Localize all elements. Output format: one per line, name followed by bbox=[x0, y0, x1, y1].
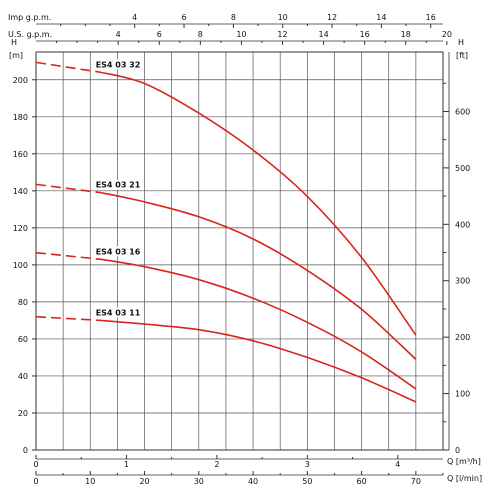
curve-series-4 bbox=[101, 319, 417, 403]
m3h-axis-unit: Q [m³/h] bbox=[447, 457, 481, 466]
us-tick-label: 4 bbox=[116, 30, 121, 39]
y-tick-label-m: 100 bbox=[13, 261, 28, 270]
lpm-tick-label: 0 bbox=[33, 477, 38, 486]
imp-tick-label: 6 bbox=[181, 13, 186, 22]
y-tick-label-m: 80 bbox=[18, 298, 28, 307]
lpm-tick-label: 20 bbox=[139, 477, 149, 486]
y-axis-label-right-top: H bbox=[458, 38, 464, 47]
series-label-bg bbox=[94, 246, 139, 257]
lpm-tick-label: 30 bbox=[194, 477, 204, 486]
us-tick-label: 18 bbox=[401, 30, 411, 39]
us-tick-label: 12 bbox=[277, 30, 287, 39]
y-tick-label-m: 60 bbox=[18, 335, 28, 344]
y-tick-label-m: 160 bbox=[13, 150, 28, 159]
curve-dashed-3 bbox=[35, 251, 102, 261]
us-tick-label: 14 bbox=[318, 30, 328, 39]
y-tick-label-m: 180 bbox=[13, 113, 28, 122]
lpm-tick-label: 10 bbox=[85, 477, 95, 486]
imp-tick-label: 14 bbox=[376, 13, 386, 22]
lpm-tick-label: 40 bbox=[248, 477, 258, 486]
y-tick-label-ft: 300 bbox=[455, 277, 470, 286]
us-axis-unit: U.S. g.p.m. bbox=[8, 30, 52, 39]
curve-series-1 bbox=[100, 71, 417, 336]
y-axis-label-left-top: H bbox=[11, 38, 17, 47]
curve-series-3 bbox=[100, 258, 417, 390]
lpm-axis-unit: Q [l/min] bbox=[447, 474, 482, 483]
y-tick-label-ft: 400 bbox=[455, 220, 470, 229]
y-tick-label-m: 200 bbox=[13, 76, 28, 85]
m3h-tick-label: 3 bbox=[305, 460, 310, 469]
y-tick-label-m: 40 bbox=[18, 372, 28, 381]
y-tick-label-ft: 0 bbox=[455, 446, 460, 455]
y-tick-label-ft: 600 bbox=[455, 107, 470, 116]
curve-dashed-2 bbox=[35, 183, 102, 194]
y-tick-label-m: 0 bbox=[23, 446, 28, 455]
series-label-bg bbox=[94, 59, 139, 70]
grid bbox=[35, 52, 444, 450]
series-label-bg bbox=[94, 307, 139, 318]
lpm-tick-label: 70 bbox=[411, 477, 421, 486]
lpm-tick-label: 60 bbox=[357, 477, 367, 486]
m3h-tick-label: 4 bbox=[395, 460, 400, 469]
labels: ES4 03 32 ES4 03 21 ES4 03 16 ES4 03 11 bbox=[94, 59, 141, 318]
y-tick-label-m: 120 bbox=[13, 224, 28, 233]
y-tick-label-ft: 500 bbox=[455, 164, 470, 173]
curve-dashed-4 bbox=[35, 315, 102, 322]
lpm-tick-label: 50 bbox=[302, 477, 312, 486]
series-label: ES4 03 11 bbox=[96, 308, 141, 317]
imp-tick-label: 12 bbox=[327, 13, 337, 22]
series-label-bg bbox=[94, 179, 139, 190]
m3h-tick-label: 0 bbox=[33, 460, 38, 469]
curves bbox=[35, 61, 417, 403]
y-tick-label-m: 140 bbox=[13, 187, 28, 196]
series-label: ES4 03 32 bbox=[96, 60, 141, 69]
y-axis-label-right-bottom: [ft] bbox=[456, 51, 468, 60]
curve-dashed-1 bbox=[35, 61, 102, 74]
series-label: ES4 03 21 bbox=[96, 181, 141, 190]
imp-axis-unit: Imp g.p.m. bbox=[8, 13, 51, 22]
axes: 020406080100120140160180200H[m]010020030… bbox=[8, 13, 482, 486]
m3h-tick-label: 1 bbox=[124, 460, 129, 469]
us-tick-label: 20 bbox=[442, 30, 452, 39]
m3h-tick-label: 2 bbox=[214, 460, 219, 469]
us-tick-label: 8 bbox=[198, 30, 203, 39]
y-axis-label-left-bottom: [m] bbox=[9, 51, 23, 60]
us-tick-label: 16 bbox=[360, 30, 370, 39]
imp-tick-label: 10 bbox=[278, 13, 288, 22]
plot-frame bbox=[35, 51, 444, 451]
curve-series-2 bbox=[100, 191, 417, 360]
imp-tick-label: 16 bbox=[426, 13, 436, 22]
imp-tick-label: 8 bbox=[231, 13, 236, 22]
imp-tick-label: 4 bbox=[132, 13, 137, 22]
us-tick-label: 6 bbox=[157, 30, 162, 39]
y-tick-label-ft: 100 bbox=[455, 390, 470, 399]
y-tick-label-m: 20 bbox=[18, 409, 28, 418]
y-tick-label-ft: 200 bbox=[455, 333, 470, 342]
series-label: ES4 03 16 bbox=[96, 247, 141, 256]
us-tick-label: 10 bbox=[236, 30, 246, 39]
